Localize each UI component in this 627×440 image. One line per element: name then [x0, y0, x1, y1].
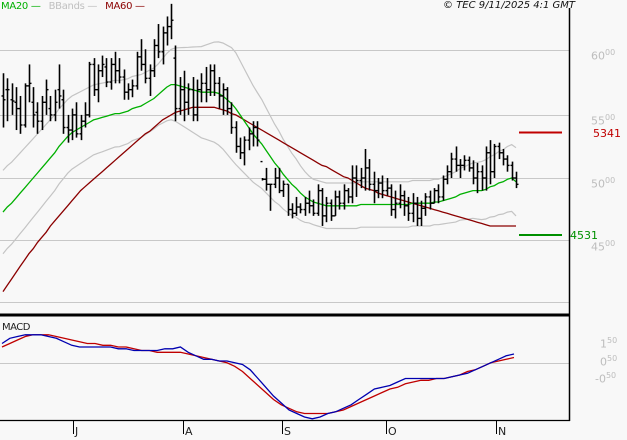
legend-ma20: MA20 — — [1, 1, 41, 12]
bollinger-bands — [2, 41, 517, 255]
month-tick-label: J — [75, 425, 79, 438]
month-tick-label: O — [388, 425, 397, 438]
price-tick-label: 6000 — [591, 48, 616, 63]
ohlc-bars — [1, 3, 519, 226]
month-tick-label: A — [185, 425, 193, 438]
month-tick-label: N — [498, 425, 507, 438]
price-gridlines — [0, 50, 569, 364]
chart-legend: MA20 — BBands — MA60 — — [1, 1, 145, 12]
price-tick-label: 5000 — [591, 176, 616, 191]
support-label: 4531 — [570, 229, 598, 242]
price-tick-label: 5500 — [591, 113, 616, 128]
support-resistance-lines — [519, 131, 562, 236]
legend-ma60: MA60 — — [105, 1, 145, 12]
resistance-label: 5341 — [593, 127, 621, 140]
macd-tick-label: 050 — [600, 354, 618, 369]
copyright-timestamp: © TEC 9/11/2025 4:1 GMT — [443, 0, 575, 11]
price-tick-label: 4500 — [591, 239, 616, 254]
month-tick-label: S — [284, 425, 291, 438]
macd-tick-label: -050 — [595, 371, 617, 386]
macd-lines — [1, 334, 515, 420]
legend-bbands: BBands — — [48, 1, 98, 12]
chart-frame — [0, 8, 571, 434]
macd-title: MACD — [2, 322, 30, 333]
macd-tick-label: 150 — [600, 336, 618, 351]
